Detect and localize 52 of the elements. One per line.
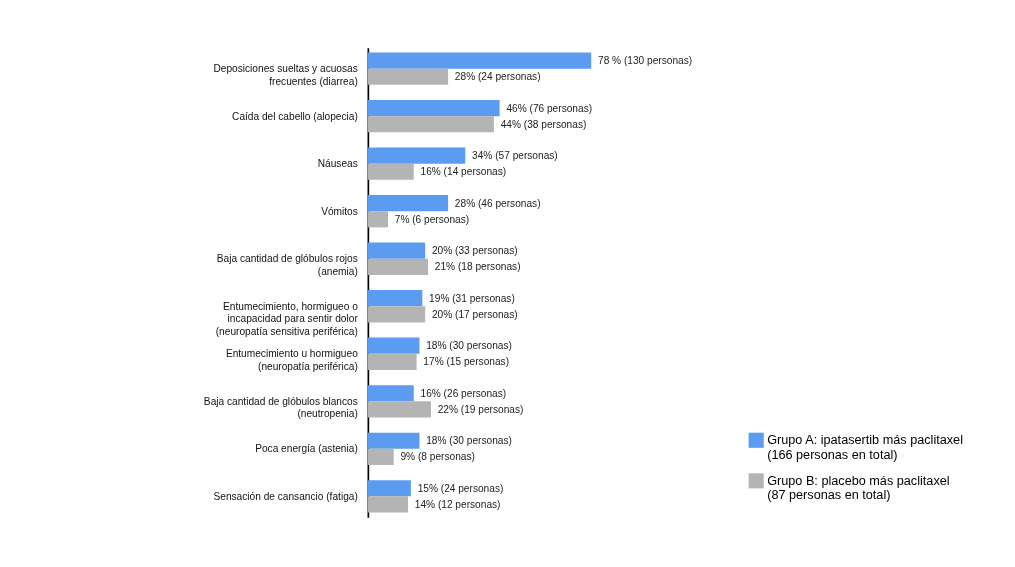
- data-label: 19% (31 personas): [429, 292, 515, 304]
- data-label: 17% (15 personas): [423, 356, 510, 368]
- bar: [367, 385, 414, 402]
- y-tick-label: Deposiciones sueltas y acuosas frecuentes (diarrea): [213, 63, 358, 87]
- y-tick-label: Náuseas: [317, 158, 358, 170]
- bar: [367, 116, 494, 133]
- data-label: 16% (14 personas): [420, 166, 507, 178]
- data-label: 34% (57 personas): [472, 150, 558, 162]
- y-tick-label: Caída del cabello (alopecia): [232, 110, 358, 122]
- y-tick-label: Poca energía (astenia): [255, 443, 358, 455]
- bar: [367, 337, 420, 354]
- y-tick-label: Vómitos: [321, 205, 358, 217]
- legend-label: Grupo B: placebo más paclitaxel (87 personas en total): [767, 474, 950, 503]
- y-tick-label: Baja cantidad de glóbulos blancos (neutropenia): [203, 395, 358, 420]
- data-label: 15% (24 personas): [417, 482, 504, 494]
- bar: [367, 211, 388, 228]
- data-label: 78 % (130 personas): [598, 54, 693, 66]
- data-label: 21% (18 personas): [434, 261, 521, 273]
- y-tick-label: Sensación de cansancio (fatiga): [213, 490, 358, 502]
- data-label: 44% (38 personas): [500, 118, 587, 130]
- bar: [367, 100, 500, 117]
- data-label: 9% (8 personas): [400, 451, 475, 463]
- data-label: 46% (76 personas): [506, 102, 593, 114]
- data-label: 18% (30 personas): [426, 435, 512, 447]
- data-label: 20% (17 personas): [431, 308, 518, 320]
- bar: [367, 52, 592, 69]
- bar: [367, 480, 411, 497]
- bar: [367, 290, 423, 307]
- bar: [367, 353, 417, 370]
- bar: [367, 401, 431, 418]
- bar: [367, 195, 449, 212]
- y-tick-label: Entumecimiento u hormigueo (neuropatía periférica): [225, 348, 359, 372]
- data-label: 28% (46 personas): [454, 197, 541, 209]
- data-label: 14% (12 personas): [414, 498, 501, 510]
- data-label: 18% (30 personas): [426, 340, 512, 352]
- data-label: 7% (6 personas): [394, 213, 470, 225]
- data-label: 20% (33 personas): [431, 245, 518, 257]
- bar: [367, 432, 420, 449]
- y-tick-label: Entumecimiento, hormigueo o incapacidad para sentir dolor (neuropatía sensitiva periférica): [215, 300, 359, 338]
- bar: [367, 448, 394, 465]
- y-tick-label: Baja cantidad de glóbulos rojos (anemia): [216, 253, 358, 277]
- bar: [367, 242, 426, 259]
- bar: [367, 68, 449, 85]
- bar: [367, 258, 429, 275]
- data-label: 16% (26 personas): [420, 387, 507, 399]
- bar: [367, 496, 409, 513]
- data-label: 28% (24 personas): [454, 71, 541, 83]
- bar: [367, 306, 426, 323]
- data-label: 22% (19 personas): [437, 403, 524, 415]
- bar: [367, 147, 466, 164]
- bar: [367, 163, 414, 180]
- legend-label: Grupo A: ipatasertib más paclitaxel (166 personas en total): [767, 433, 963, 462]
